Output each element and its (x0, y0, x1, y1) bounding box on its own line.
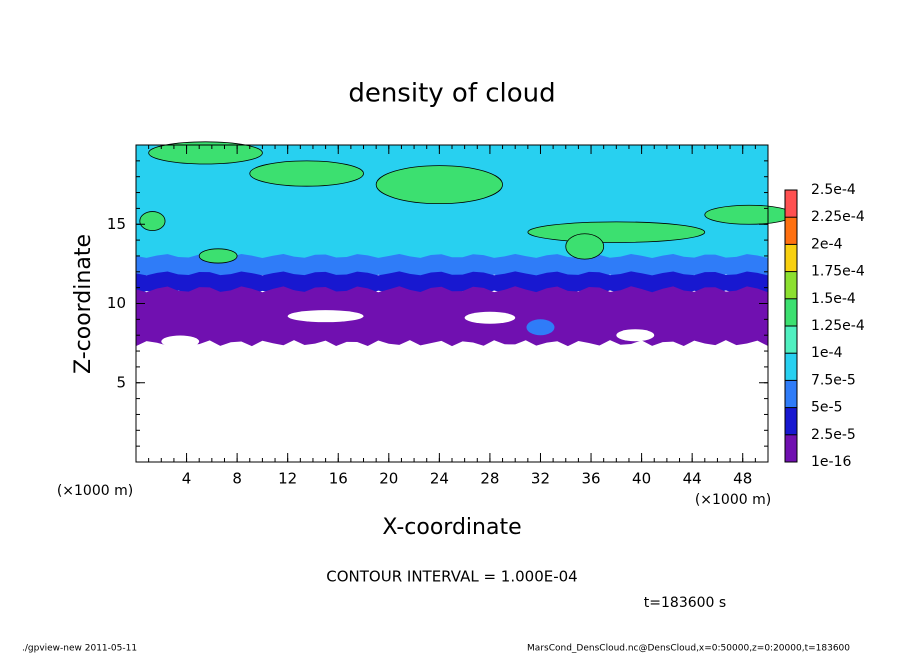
x-tick-label: 48 (733, 470, 752, 488)
field-patch (139, 211, 166, 231)
field-patch (249, 160, 364, 187)
colorbar-label: 2.5e-5 (811, 427, 856, 443)
colorbar-bin (785, 271, 797, 299)
x-unit-right: (×1000 m) (695, 492, 771, 508)
x-tick-label: 36 (581, 470, 600, 488)
field-patch (565, 233, 605, 260)
colorbar-bin (785, 407, 797, 435)
contour-interval: CONTOUR INTERVAL = 1.000E-04 (326, 568, 577, 586)
colorbar-label: 2.5e-4 (811, 182, 856, 198)
field-gap (464, 311, 516, 324)
contour-field (136, 141, 794, 348)
x-unit-left: (×1000 m) (57, 483, 133, 499)
x-tick-label: 16 (329, 470, 348, 488)
field-patch (527, 221, 706, 243)
x-tick-label: 4 (182, 470, 192, 488)
x-tick-label: 32 (531, 470, 550, 488)
x-tick-label: 40 (632, 470, 651, 488)
colorbar-label: 5e-5 (811, 400, 842, 416)
x-tick-label: 12 (278, 470, 297, 488)
colorbar-label: 2.25e-4 (811, 209, 865, 225)
colorbar-label: 1.25e-4 (811, 318, 865, 334)
colorbar-bin (785, 244, 797, 272)
x-tick-label: 28 (480, 470, 499, 488)
colorbar-label: 1.5e-4 (811, 291, 856, 307)
field-band (136, 271, 768, 295)
y-tick-label: 15 (107, 215, 126, 233)
colorbar-label: 1e-4 (811, 345, 843, 361)
y-tick-label: 10 (107, 294, 126, 312)
colorbar-bin (785, 434, 797, 462)
colorbar-bin (785, 217, 797, 245)
x-tick-label: 44 (683, 470, 702, 488)
y-tick-label: 5 (116, 373, 126, 391)
field-band (136, 286, 768, 347)
colorbar-label: 2e-4 (811, 236, 843, 252)
chart-title: density of cloud (348, 79, 555, 109)
field-patch (375, 165, 503, 205)
field-patch (148, 141, 263, 165)
footer-left: ./gpview-new 2011-05-11 (22, 644, 137, 654)
field-gap (287, 310, 364, 323)
colorbar-bin (785, 353, 797, 381)
colorbar-label: 7.5e-5 (811, 372, 856, 388)
x-tick-label: 20 (379, 470, 398, 488)
footer-right: MarsCond_DensCloud.nc@DensCloud,x=0:5000… (527, 644, 850, 654)
field-gap (161, 335, 200, 348)
field-gap (616, 329, 655, 342)
colorbar-bin (785, 190, 797, 218)
colorbar-bin (785, 326, 797, 354)
colorbar-label: 1e-16 (811, 454, 851, 470)
colorbar-label: 1.75e-4 (811, 264, 865, 280)
x-tick-label: 8 (232, 470, 242, 488)
field-patch (704, 204, 794, 225)
colorbar-bin (785, 380, 797, 408)
time-label: t=183600 s (644, 595, 726, 611)
field-band (136, 253, 768, 279)
y-axis-label: Z-coordinate (71, 234, 96, 374)
x-axis-label: X-coordinate (382, 515, 521, 540)
field-patch (198, 248, 238, 264)
field-patch (526, 319, 555, 336)
x-tick-label: 24 (430, 470, 449, 488)
colorbar-bin (785, 298, 797, 326)
